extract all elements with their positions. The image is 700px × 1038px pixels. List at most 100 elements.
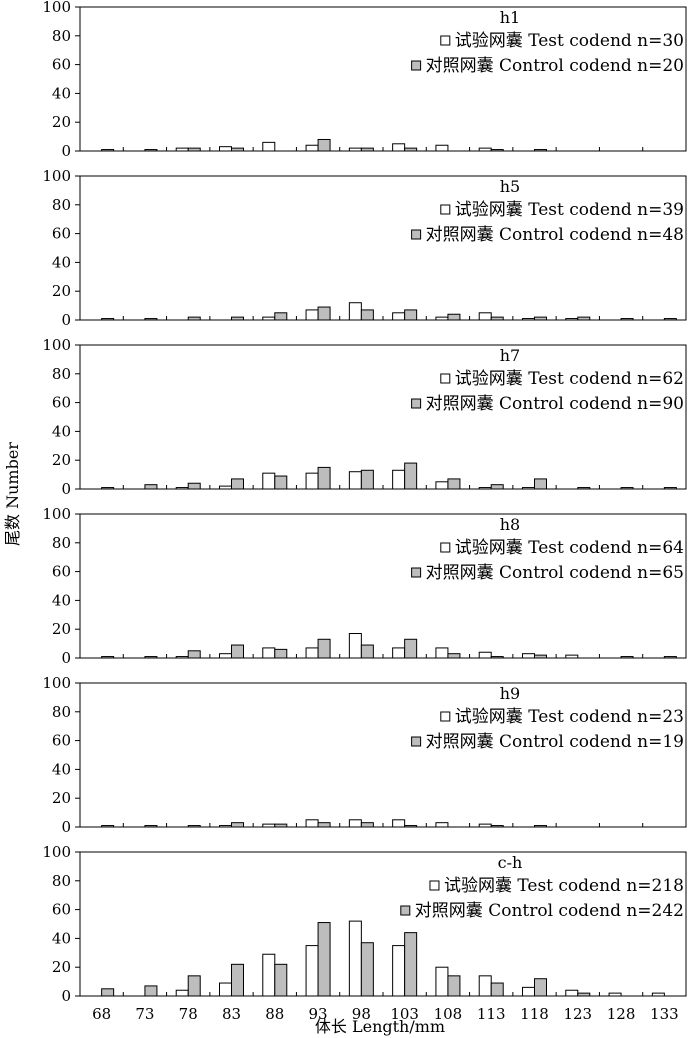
bar-test-codend (305, 945, 319, 997)
y-tick-label: 60 (52, 56, 71, 74)
bar-control-codend (360, 469, 374, 490)
y-tick-label: 0 (61, 818, 71, 836)
y-tick-label: 20 (52, 958, 71, 976)
y-tick-label: 40 (52, 591, 71, 609)
legend-label: 对照网囊 Control codend n=20 (426, 56, 684, 76)
bar-test-codend (305, 309, 319, 321)
x-tick-label: 133 (650, 1005, 679, 1023)
x-tick-label: 88 (265, 1005, 284, 1023)
y-tick-label: 100 (42, 336, 71, 354)
panel-title: c-h (498, 853, 523, 872)
y-tick-label: 40 (52, 253, 71, 271)
bar-test-codend (478, 823, 492, 828)
bar-test-codend (262, 141, 276, 152)
x-tick-label: 108 (434, 1005, 463, 1023)
bar-test-codend (219, 146, 232, 152)
legend: 试验网囊 Test codend n=30 对照网囊 Control codend… (411, 31, 684, 76)
y-tick-label: 80 (52, 196, 71, 214)
bar-control-codend (360, 644, 374, 659)
panel-title: h1 (500, 8, 520, 27)
bar-control-codend (360, 942, 374, 997)
bar-test-codend (392, 143, 406, 152)
bar-test-codend (348, 819, 362, 828)
y-tick-label: 0 (61, 311, 71, 329)
bar-test-codend (478, 487, 492, 490)
x-tick-label: 68 (92, 1005, 111, 1023)
bar-control-codend (144, 656, 158, 659)
bar-control-codend (144, 484, 158, 490)
bar-control-codend (101, 825, 115, 828)
legend-swatch-test (440, 204, 451, 215)
bar-control-codend (101, 487, 115, 490)
legend: 试验网囊 Test codend n=23 对照网囊 Control codend… (411, 707, 684, 752)
bar-control-codend (577, 316, 591, 321)
y-tick-label: 80 (52, 365, 71, 383)
bar-test-codend (478, 147, 492, 152)
bar-control-codend (101, 318, 115, 321)
bar-test-codend (175, 487, 189, 490)
bar-control-codend (360, 822, 374, 828)
bar-test-codend (262, 953, 276, 997)
bar-test-codend (219, 653, 232, 659)
y-tick-label: 20 (52, 620, 71, 638)
y-tick-label: 80 (52, 534, 71, 552)
bar-control-codend (663, 656, 677, 659)
y-tick-label: 60 (52, 563, 71, 581)
legend: 试验网囊 Test codend n=218 对照网囊 Control coden… (400, 876, 684, 921)
y-tick-label: 100 (42, 674, 71, 692)
bar-test-codend (262, 823, 276, 828)
panel-frame (79, 851, 687, 997)
x-tick-label: 103 (390, 1005, 419, 1023)
legend-swatch-test (440, 35, 451, 46)
bar-test-codend (392, 469, 406, 490)
bar-control-codend (577, 487, 591, 490)
bar-test-codend (435, 966, 449, 997)
y-tick-label: 60 (52, 394, 71, 412)
bar-control-codend (144, 149, 158, 152)
y-tick-label: 60 (52, 225, 71, 243)
bar-control-codend (490, 656, 504, 659)
bar-control-codend (490, 825, 504, 828)
x-tick-label: 128 (607, 1005, 636, 1023)
legend-swatch-test (429, 880, 440, 891)
bar-test-codend (435, 481, 449, 490)
bar-control-codend (490, 982, 504, 997)
y-tick-label: 0 (61, 142, 71, 160)
y-tick-label: 40 (52, 422, 71, 440)
panel-title: h7 (500, 346, 520, 365)
panel-title: h5 (500, 177, 520, 196)
legend-label: 试验网囊 Test codend n=62 (455, 369, 684, 389)
bar-control-codend (404, 638, 418, 659)
bar-control-codend (317, 138, 331, 152)
y-tick-label: 20 (52, 451, 71, 469)
panel-title: h8 (500, 515, 520, 534)
bar-test-codend (305, 819, 319, 828)
legend-swatch-test (440, 711, 451, 722)
bar-test-codend (565, 318, 579, 321)
bar-test-codend (348, 633, 362, 659)
bar-control-codend (404, 147, 418, 152)
legend-label: 试验网囊 Test codend n=218 (444, 876, 684, 896)
bar-test-codend (478, 312, 492, 321)
y-tick-label: 0 (61, 987, 71, 1005)
y-tick-label: 100 (42, 167, 71, 185)
y-tick-label: 80 (52, 703, 71, 721)
panel-frame (79, 175, 687, 321)
bar-control-codend (231, 478, 244, 490)
legend-swatch-test (440, 542, 451, 553)
legend-label: 试验网囊 Test codend n=23 (455, 707, 684, 727)
y-tick-label: 60 (52, 732, 71, 750)
x-axis: 68 73 78 83 88 93 98 103 108 113 118 123 128 133 (92, 1005, 679, 1023)
bar-control-codend (187, 650, 201, 659)
legend-label: 对照网囊 Control codend n=242 (415, 901, 684, 921)
bar-control-codend (620, 487, 634, 490)
y-tick-label: 20 (52, 113, 71, 131)
bar-control-codend (404, 825, 418, 828)
legend-label: 对照网囊 Control codend n=90 (426, 394, 684, 414)
bar-control-codend (101, 149, 115, 152)
bar-test-codend (522, 318, 535, 321)
bar-control-codend (317, 638, 331, 659)
bar-control-codend (144, 985, 158, 997)
bar-control-codend (101, 988, 115, 997)
